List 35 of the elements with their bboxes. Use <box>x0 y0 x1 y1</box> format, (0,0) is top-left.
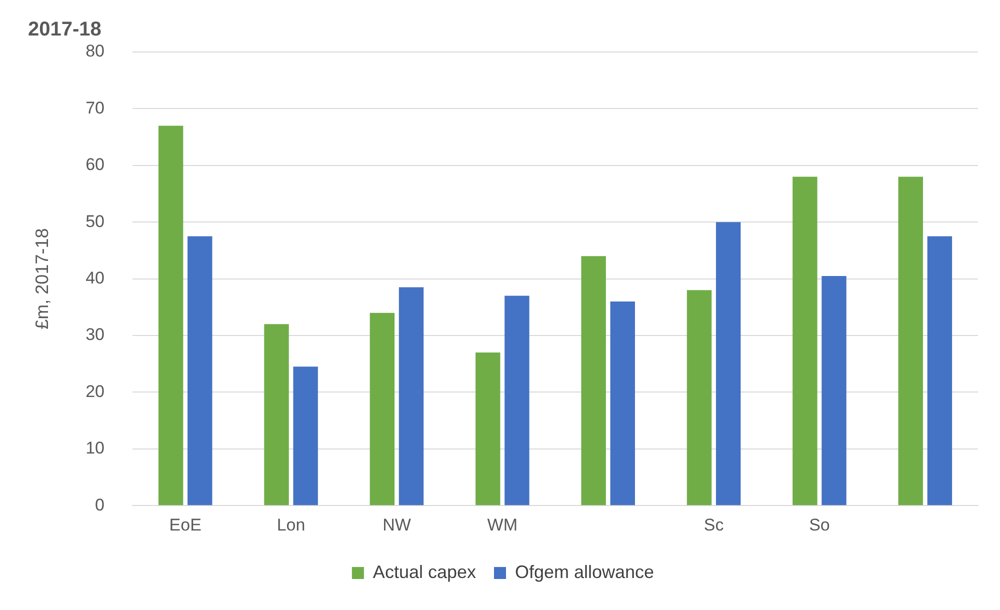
legend-label: Ofgem allowance <box>514 562 654 582</box>
bar <box>264 324 289 506</box>
y-tick-label: 10 <box>86 438 105 458</box>
bar <box>716 222 741 506</box>
x-tick-label: Sc <box>704 515 724 534</box>
y-tick-label: 60 <box>86 155 105 174</box>
bar <box>188 236 212 506</box>
bar <box>370 312 395 506</box>
bar <box>792 176 818 506</box>
y-tick-label: 30 <box>86 325 105 344</box>
bar <box>476 352 500 506</box>
bar <box>158 126 184 506</box>
bar <box>610 301 635 506</box>
x-tick-label: NW <box>382 515 411 534</box>
bar <box>898 176 923 506</box>
bar <box>927 236 952 506</box>
bar <box>686 290 712 506</box>
x-tick-label: So <box>809 515 830 534</box>
y-tick-label: 40 <box>86 268 105 288</box>
x-tick-label: Lon <box>276 515 306 534</box>
y-axis-title: £m, 2017-18 <box>32 228 52 330</box>
x-tick-label: WM <box>487 515 518 534</box>
y-tick-label: 20 <box>86 382 105 401</box>
y-tick-label: 50 <box>86 212 105 231</box>
y-tick-label: 0 <box>95 495 105 514</box>
bar <box>398 287 424 506</box>
bar <box>822 276 846 506</box>
bar <box>293 366 318 506</box>
bar <box>581 256 606 506</box>
y-tick-label: 80 <box>86 42 105 61</box>
y-tick-label: 70 <box>86 98 105 118</box>
bar <box>504 296 530 506</box>
legend-label: Actual capex <box>372 562 476 582</box>
x-tick-label: EoE <box>169 515 202 534</box>
chart-title: 2017-18 <box>28 18 102 41</box>
